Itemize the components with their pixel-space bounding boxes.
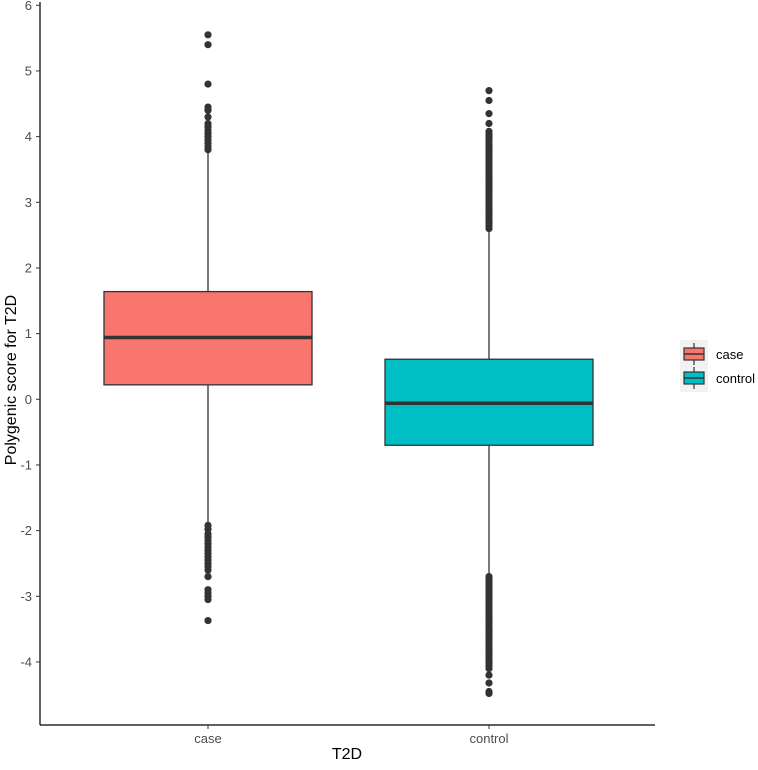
- outlier-point: [204, 41, 212, 49]
- x-tick-label: case: [194, 731, 221, 746]
- outlier-point: [204, 595, 212, 604]
- outlier-point: [204, 31, 212, 39]
- y-tick-label: -3: [20, 589, 32, 604]
- outlier-point: [204, 106, 212, 114]
- outlier-point: [204, 572, 212, 581]
- y-tick-label: 3: [25, 195, 32, 210]
- y-tick-label: 4: [25, 129, 32, 144]
- legend-key-control: [683, 367, 705, 389]
- legend-label: case: [716, 347, 743, 362]
- outlier-point: [485, 87, 493, 95]
- outlier-point: [204, 146, 212, 154]
- outlier-point: [204, 616, 212, 625]
- outlier-point: [204, 566, 212, 574]
- y-tick-label: 0: [25, 392, 32, 407]
- y-axis-label: Polygenic score for T2D: [3, 295, 20, 465]
- outlier-point: [485, 119, 493, 128]
- x-tick-label: control: [469, 731, 508, 746]
- outlier-point: [485, 127, 493, 135]
- y-tick-label: 2: [25, 260, 32, 275]
- outlier-point: [485, 679, 493, 687]
- legend: case control: [680, 340, 755, 392]
- legend-label: control: [716, 371, 755, 386]
- outlier-point: [485, 96, 493, 105]
- outlier-point: [485, 572, 493, 581]
- y-tick-label: -4: [20, 654, 32, 669]
- y-tick-label: 1: [25, 326, 32, 341]
- y-tick-label: 5: [25, 63, 32, 78]
- outlier-point: [485, 689, 493, 698]
- y-axis-ticks: -4 -3 -2 -1 0 1 2 3 4 5 6: [20, 0, 40, 669]
- outlier-point: [204, 113, 212, 121]
- box-control: [384, 87, 594, 698]
- plot-area: [103, 31, 594, 698]
- x-axis-label: T2D: [332, 746, 362, 763]
- legend-key-case: [683, 343, 705, 365]
- outlier-point: [204, 80, 212, 88]
- outlier-point: [485, 110, 493, 118]
- x-axis-ticks: case control: [194, 725, 509, 746]
- y-tick-label: -1: [20, 457, 32, 472]
- y-tick-label: 6: [25, 0, 32, 13]
- box-case: [103, 31, 313, 625]
- y-tick-label: -2: [20, 523, 32, 538]
- outlier-point: [485, 671, 493, 679]
